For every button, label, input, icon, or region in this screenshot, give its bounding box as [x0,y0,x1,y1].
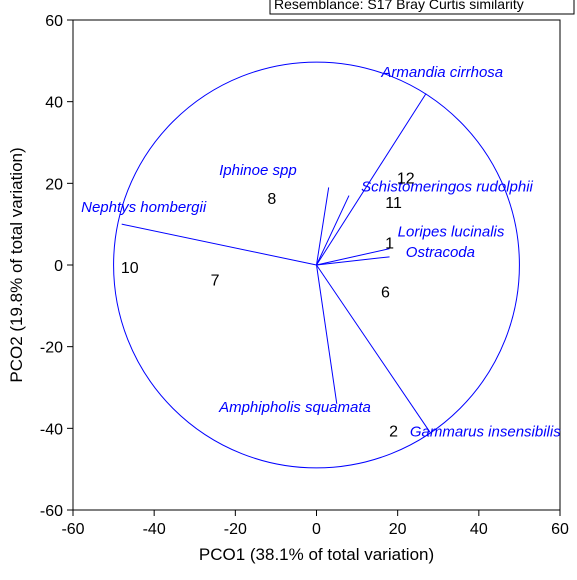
x-tick-label: 0 [312,521,321,538]
point-label: 10 [121,260,139,277]
vector-line [317,187,329,265]
y-tick-label: -40 [40,421,63,438]
y-tick-label: 0 [54,258,63,275]
vector-label: Amphipholis squamata [218,399,371,416]
x-tick-label: -20 [224,521,247,538]
point-label: 1 [385,236,394,253]
y-axis-title: PCO2 (19.8% of total variation) [7,147,26,382]
point-label: 8 [267,191,276,208]
vector-line [122,224,317,265]
ordination-plot: Resemblance: S17 Bray Curtis similarity -… [0,0,577,580]
point-label: 7 [211,272,220,289]
vector-label: Iphinoe spp [219,162,297,179]
vector-label: Nephtys hombergii [81,199,207,216]
x-tick-label: 60 [551,521,569,538]
vector-label: Armandia cirrhosa [380,64,503,81]
x-tick-label: 20 [389,521,407,538]
vector-label: Schistomeringos rudolphii [361,179,533,196]
vector-label: Ostracoda [406,244,475,261]
resemblance-text: Resemblance: S17 Bray Curtis similarity [274,0,524,12]
y-tick-label: 40 [45,95,63,112]
y-tick-label: 60 [45,13,63,30]
x-tick-label: 40 [470,521,488,538]
vector-line [317,265,337,404]
chart-svg: Resemblance: S17 Bray Curtis similarity -… [0,0,577,580]
vector-line [317,196,349,265]
point-label: 6 [381,285,390,302]
x-tick-label: -60 [61,521,84,538]
vector-label: Gammarus insensibilis [410,424,561,441]
x-axis-title: PCO1 (38.1% of total variation) [199,545,434,564]
x-tick-label: -40 [143,521,166,538]
y-tick-label: -60 [40,503,63,520]
point-label: 11 [385,195,402,212]
point-label: 2 [389,424,398,441]
vector-line [317,257,390,265]
y-tick-label: -20 [40,340,63,357]
vector-label: Loripes lucinalis [398,223,505,240]
point-label: 12 [397,170,415,187]
y-tick-label: 20 [45,176,63,193]
vector-line [317,249,390,265]
